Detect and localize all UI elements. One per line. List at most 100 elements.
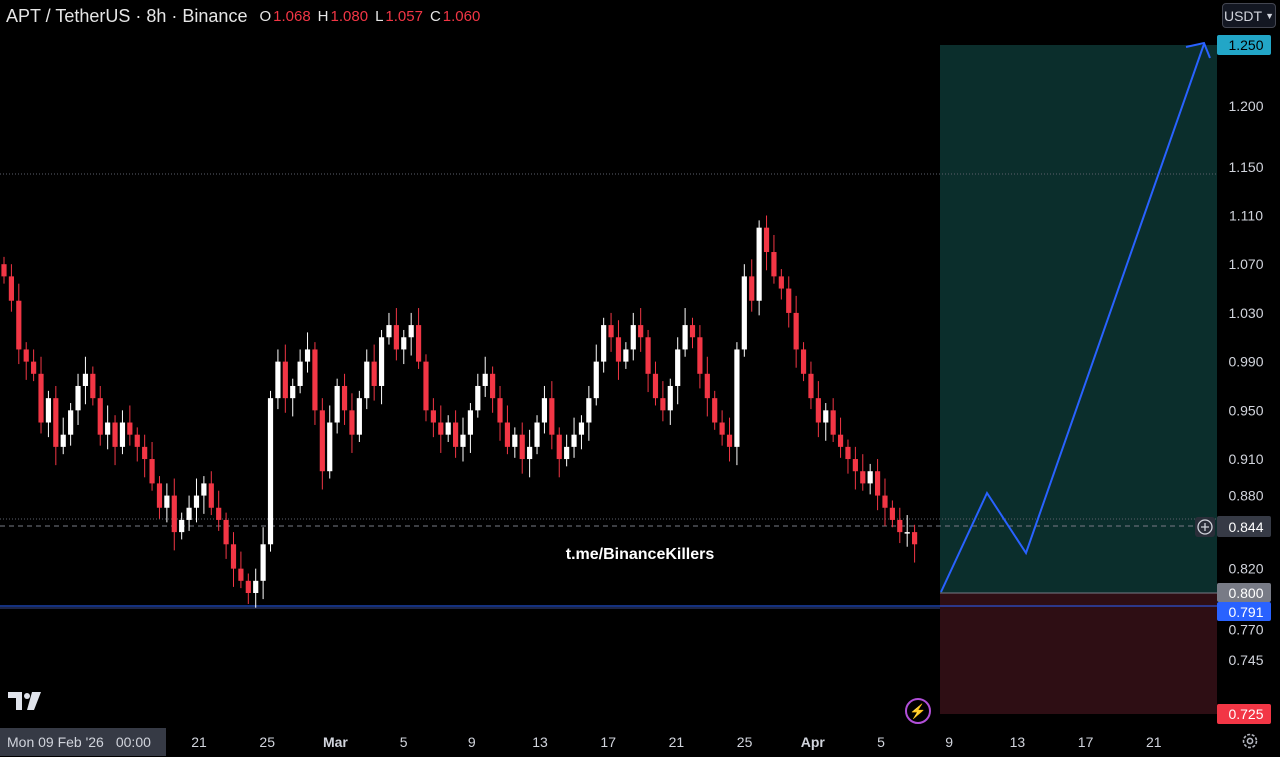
- candle-body: [238, 568, 244, 581]
- candle-body: [741, 276, 747, 350]
- time-tick-label: 21: [191, 734, 207, 750]
- candle-body: [75, 385, 81, 411]
- candle-body: [164, 495, 170, 508]
- candle-body: [830, 410, 836, 435]
- candle-body: [719, 422, 725, 435]
- candle-body: [423, 361, 429, 411]
- candle-body: [45, 398, 52, 423]
- candle-body: [297, 361, 303, 386]
- price-label-current: 0.844: [1217, 516, 1271, 537]
- candle-body: [667, 385, 673, 411]
- candle-body: [230, 544, 237, 569]
- candle-body: [245, 580, 251, 593]
- open-label: O: [259, 7, 272, 25]
- time-tick-label: 17: [1078, 734, 1094, 750]
- candle-body: [704, 373, 710, 399]
- candle-body: [615, 337, 622, 362]
- candle-body: [82, 373, 89, 386]
- candle-body: [682, 325, 688, 350]
- add-alert-button[interactable]: [1195, 517, 1215, 537]
- time-tick-label: 25: [259, 734, 275, 750]
- candle-body: [912, 532, 918, 545]
- close-value: 1.060: [442, 7, 481, 25]
- candle-body: [290, 385, 296, 399]
- candle-body: [149, 459, 155, 484]
- candle-body: [208, 483, 214, 508]
- projection-arrowhead: [1185, 41, 1211, 59]
- candle-body: [571, 434, 577, 447]
- high-label: H: [317, 7, 329, 25]
- open-value: 1.068: [273, 7, 311, 25]
- candle-body: [808, 373, 814, 399]
- symbol-title[interactable]: APT / TetherUS · 8h · Binance: [6, 5, 248, 26]
- price-tick-label: 0.820: [1228, 561, 1263, 577]
- time-tick-label: 9: [468, 734, 476, 750]
- candle-body: [16, 300, 22, 350]
- candle-body: [386, 325, 392, 338]
- candle-body: [453, 422, 459, 447]
- candle-body: [519, 434, 525, 460]
- price-tick-label: 1.200: [1228, 98, 1263, 114]
- candle-body: [415, 325, 422, 362]
- candle-body: [260, 544, 266, 581]
- ohlc-high: H 1.080: [318, 8, 368, 25]
- candle-body: [393, 325, 399, 350]
- time-tick-label: Mar: [323, 734, 348, 750]
- candle-body: [68, 410, 74, 435]
- lightning-icon[interactable]: ⚡: [905, 698, 931, 724]
- price-label-stop-text: 0.725: [1228, 706, 1263, 722]
- candle-body: [371, 361, 377, 386]
- symbol-header: APT / TetherUS · 8h · Binance O 1.068 H 1.…: [6, 5, 487, 27]
- candle-body: [874, 471, 881, 496]
- candle-body: [186, 507, 192, 520]
- candle-body: [1, 264, 7, 277]
- stop-zone[interactable]: [940, 593, 1217, 714]
- candle-body: [652, 373, 659, 399]
- candle-body: [660, 398, 666, 411]
- plus-circle-icon: [1197, 519, 1213, 535]
- ohlc-open: O 1.068: [259, 8, 310, 25]
- candle-body: [334, 385, 340, 423]
- candle-body: [630, 325, 636, 350]
- candle-body: [541, 398, 548, 423]
- candle-body: [31, 361, 37, 374]
- candle-body: [497, 398, 503, 423]
- price-tick-label: 1.110: [1229, 207, 1263, 223]
- candle-body: [689, 325, 696, 338]
- ohlc-close: C 1.060: [430, 8, 480, 25]
- projection-path[interactable]: [940, 43, 1205, 593]
- candle-body: [845, 446, 851, 460]
- candle-body: [586, 398, 592, 423]
- candle-body: [216, 507, 222, 520]
- time-tick-label: Apr: [801, 734, 826, 750]
- time-tick-label: 21: [669, 734, 685, 750]
- candle-body: [193, 495, 200, 508]
- crosshair-date: Mon 09 Feb '26: [7, 734, 104, 750]
- price-axis[interactable]: 1.200 1.150 1.110 1.070 1.030 0.990 0.950 0.910…: [1228, 98, 1263, 668]
- candle-body: [867, 471, 873, 484]
- price-label-entry-text: 0.800: [1228, 585, 1263, 601]
- candle-body: [556, 434, 562, 460]
- time-tick-label: 25: [737, 734, 753, 750]
- gear-icon[interactable]: [1240, 731, 1260, 751]
- time-tick-label: 13: [532, 734, 548, 750]
- time-tick-label: 17: [600, 734, 616, 750]
- candle-body: [267, 398, 274, 545]
- low-label: L: [375, 7, 384, 25]
- ohlc-low: L 1.057: [375, 8, 423, 25]
- currency-button-label: USDT: [1223, 7, 1263, 24]
- time-axis[interactable]: 21 25 Mar 5 9 13 17 21 25 Apr 5 9 13 17 21: [191, 734, 1162, 750]
- candle-body: [645, 337, 651, 374]
- candle-body: [364, 361, 370, 399]
- candle-body: [223, 519, 229, 545]
- tradingview-logo-icon[interactable]: [8, 690, 44, 712]
- candle-body: [23, 349, 29, 362]
- candle-body: [608, 325, 614, 338]
- price-tick-label: 0.950: [1228, 402, 1263, 418]
- currency-button[interactable]: USDT ▼: [1222, 3, 1276, 28]
- candle-body: [778, 276, 784, 289]
- candle-body: [786, 288, 792, 313]
- low-value: 1.057: [385, 7, 423, 25]
- candle-body: [601, 325, 607, 362]
